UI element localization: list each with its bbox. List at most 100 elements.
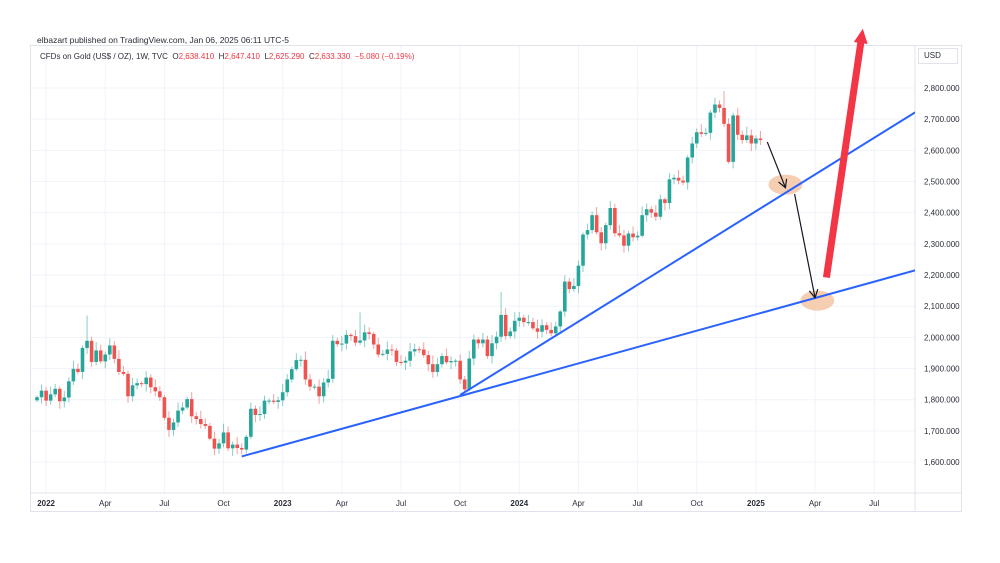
- candle-body: [258, 414, 262, 416]
- candle-body: [212, 438, 217, 449]
- candle-body: [385, 349, 390, 354]
- candle-body: [76, 368, 80, 372]
- candle-body: [426, 355, 431, 365]
- candle-body: [444, 356, 449, 363]
- candle-body: [71, 368, 76, 382]
- candle-body: [144, 377, 148, 385]
- y-tick-label: 2,700.000: [924, 115, 960, 124]
- candle-body: [285, 379, 290, 393]
- candle-body: [535, 328, 540, 332]
- y-tick-label: 2,100.000: [924, 302, 960, 311]
- y-tick-label: 2,300.000: [924, 240, 960, 249]
- candle-body: [294, 360, 299, 370]
- close-label: C: [308, 52, 315, 61]
- candle-body: [681, 180, 685, 183]
- candle-body: [162, 397, 167, 418]
- candle-body: [631, 233, 635, 238]
- y-tick-label: 1,700.000: [924, 427, 960, 436]
- candle-body: [758, 138, 763, 140]
- candle-body: [421, 349, 426, 356]
- candle-body: [244, 436, 249, 450]
- candle-body: [271, 400, 276, 402]
- candle-body: [494, 336, 499, 344]
- candle-body: [599, 232, 603, 244]
- candle-body: [590, 215, 594, 231]
- candle-body: [576, 265, 581, 286]
- candle-body: [226, 432, 230, 449]
- candle-body: [713, 104, 717, 113]
- candle-body: [594, 215, 599, 233]
- candle-body: [312, 386, 317, 388]
- candle-body: [276, 400, 280, 402]
- candle-body: [440, 356, 444, 365]
- candle-body: [108, 345, 112, 355]
- y-tick-label: 1,800.000: [924, 396, 960, 405]
- candle-body: [330, 340, 335, 379]
- candle-body: [103, 354, 108, 362]
- high-value: 2,647.410: [224, 52, 260, 61]
- candle-body: [126, 373, 130, 397]
- candle-body: [340, 343, 344, 345]
- candle-body: [326, 378, 330, 383]
- low-label: L: [264, 52, 269, 61]
- candle-body: [526, 322, 531, 324]
- currency-button[interactable]: USD: [918, 48, 958, 64]
- candle-body: [358, 340, 362, 343]
- candle-body: [217, 443, 221, 449]
- candle-body: [467, 358, 472, 390]
- candle-body: [135, 383, 139, 386]
- candle-body: [640, 215, 644, 236]
- candle-body: [417, 349, 421, 351]
- candle-body: [390, 349, 394, 351]
- candle-body: [412, 349, 417, 352]
- candle-body: [408, 351, 412, 361]
- candle-body: [117, 358, 121, 372]
- candle-body: [567, 281, 572, 290]
- candle-body: [749, 135, 754, 144]
- candle-body: [553, 326, 558, 334]
- candle-body: [112, 345, 117, 359]
- candle-body: [299, 359, 303, 361]
- x-tick-label: 2025: [747, 499, 765, 508]
- candle-body: [308, 379, 312, 387]
- candle-body: [94, 350, 98, 362]
- candle-body: [208, 425, 212, 439]
- candle-body: [531, 322, 535, 329]
- candles: [35, 91, 763, 456]
- candle-body: [239, 448, 244, 450]
- candle-body: [249, 408, 253, 437]
- lower-trendline: [241, 269, 915, 458]
- candle-body: [608, 208, 613, 226]
- candle-body: [644, 209, 649, 216]
- x-tick-label: 2023: [274, 499, 292, 508]
- candle-body: [481, 339, 485, 344]
- candle-body: [745, 135, 749, 141]
- x-tick-label: Apr: [99, 499, 112, 508]
- up-arrow: [822, 40, 865, 279]
- y-tick-label: 2,800.000: [924, 84, 960, 93]
- candle-body: [53, 388, 57, 395]
- x-tick-label: Jul: [632, 499, 642, 508]
- candle-body: [754, 138, 758, 144]
- candle-body: [376, 344, 381, 355]
- candle-body: [39, 390, 44, 398]
- x-tick-label: Jul: [159, 499, 169, 508]
- x-tick-label: Jul: [869, 499, 879, 508]
- candle-body: [367, 332, 371, 334]
- candle-body: [472, 339, 476, 359]
- candle-body: [581, 234, 585, 266]
- candle-body: [658, 199, 663, 217]
- candle-body: [62, 397, 67, 402]
- candle-body: [235, 444, 239, 449]
- open-label: O: [172, 52, 179, 61]
- candle-body: [262, 400, 267, 415]
- candle-body: [649, 209, 654, 213]
- candle-body: [394, 350, 399, 362]
- candle-body: [180, 407, 185, 411]
- candle-body: [654, 212, 658, 217]
- candle-body: [740, 134, 745, 141]
- candle-body: [121, 371, 126, 374]
- candle-body: [185, 399, 189, 408]
- x-tick-label: Apr: [572, 499, 585, 508]
